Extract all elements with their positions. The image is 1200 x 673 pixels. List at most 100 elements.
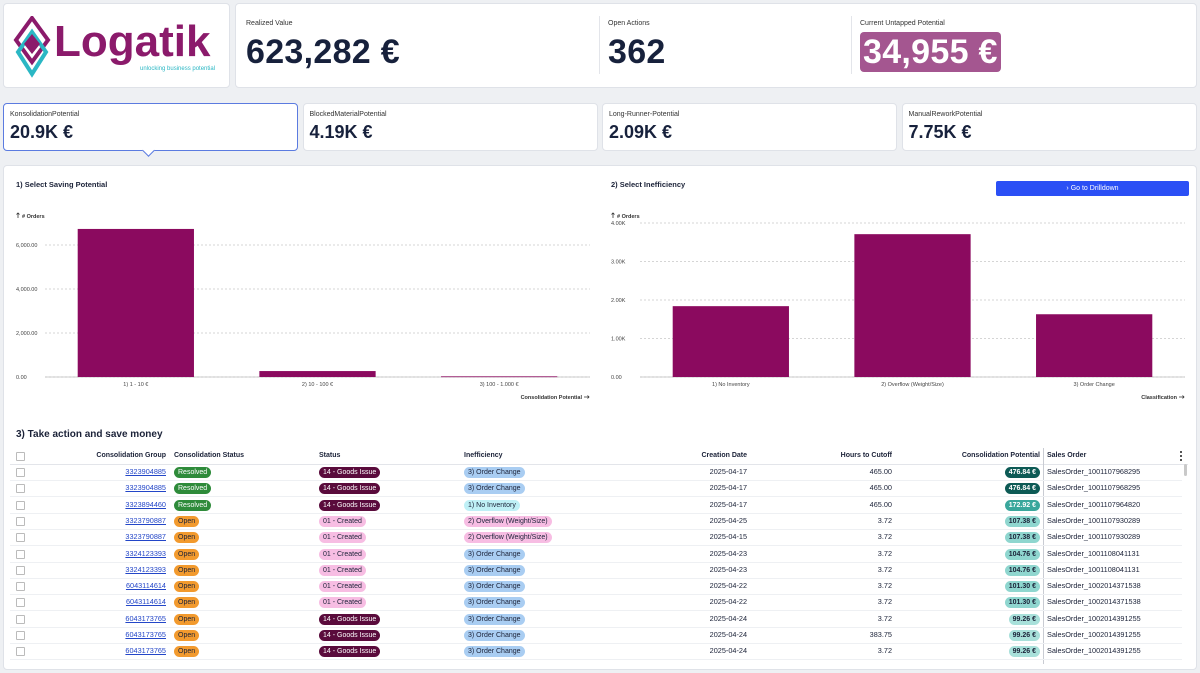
column-header[interactable]: Hours to Cutoff (840, 452, 892, 459)
tile-label: ManualReworkPotential (908, 111, 983, 118)
status-badge: 01 - Created (319, 548, 366, 560)
checkbox[interactable] (16, 631, 25, 640)
potential-badge: 104.76 € (1004, 548, 1040, 560)
table-cell: 6043173765 (125, 643, 166, 659)
y-axis-label: # Orders (617, 214, 640, 220)
group-link[interactable]: 3324123393 (125, 548, 166, 558)
cell-text: 2025-04-24 (709, 613, 747, 623)
group-link[interactable]: 3323790887 (125, 532, 166, 542)
potential-tile[interactable]: BlockedMaterialPotential 4.19K € (302, 103, 598, 151)
potential-badge: 476.84 € (1004, 467, 1040, 478)
column-header[interactable]: Consolidation Status (174, 452, 244, 459)
column-header[interactable]: Status (319, 452, 341, 459)
checkbox[interactable] (16, 614, 25, 624)
potential-tile[interactable]: ManualReworkPotential 7.75K € (901, 103, 1197, 151)
group-link[interactable]: 6043173765 (125, 646, 166, 656)
y-tick-label: 0.00 (611, 375, 622, 381)
table-cell: 3.72 (878, 513, 892, 529)
x-tick-label: 2) 10 - 100 € (302, 382, 333, 388)
bar[interactable] (441, 376, 558, 378)
cell-text: 2025-04-23 (709, 564, 747, 574)
cell-text: SalesOrder_1001107968295 (1047, 483, 1141, 493)
table-cell: SalesOrder_1001108041131 (1047, 546, 1140, 562)
column-header[interactable]: Consolidation Group (96, 452, 166, 459)
table-cell: Open (174, 546, 200, 562)
cell-text: SalesOrder_1001107930289 (1047, 532, 1141, 542)
status-badge: 14 - Goods Issue (319, 630, 381, 641)
table-cell: 107.38 € (1004, 513, 1040, 529)
logo-name: Logatik (54, 17, 211, 66)
table-cell: 2025-04-23 (710, 562, 747, 578)
potential-tile[interactable]: KonsolidationPotential 20.9K € (3, 103, 298, 157)
chart: 2) Select Inefficiency # Orders 0.00 1.00K 2… (611, 180, 1185, 401)
divider (851, 16, 852, 74)
tile-value: 4.19K € (309, 122, 373, 142)
bar[interactable] (854, 234, 971, 377)
checkbox[interactable] (16, 565, 25, 575)
checkbox[interactable] (16, 533, 25, 543)
cell-text: 2025-04-25 (709, 515, 747, 525)
checkbox[interactable] (16, 500, 25, 510)
table-cell: 3323790887 (125, 513, 166, 529)
group-link[interactable]: 6043114614 (125, 597, 166, 607)
row-separator (10, 610, 1182, 612)
column-menu[interactable] (1180, 451, 1184, 461)
status-badge: 1) No Inventory (464, 499, 520, 511)
column-header[interactable]: Consolidation Potential (961, 452, 1040, 459)
checkbox[interactable] (16, 452, 25, 461)
table-cell: Open (174, 578, 200, 594)
row-separator (10, 594, 1182, 596)
kpi-label: Current Untapped Potential (860, 20, 945, 27)
table-cell: 3) Order Change (464, 643, 525, 659)
checkbox[interactable] (16, 484, 25, 494)
table-cell: Resolved (174, 464, 212, 480)
group-link[interactable]: 6043114614 (125, 581, 166, 591)
bar[interactable] (672, 306, 789, 377)
drilldown-button[interactable]: › Go to Drilldown (996, 181, 1189, 196)
row-separator (10, 626, 1182, 628)
cell-text: SalesOrder_1002014391255 (1047, 613, 1141, 623)
group-link[interactable]: 3323790887 (125, 515, 166, 525)
cell-text: SalesOrder_1001107930289 (1047, 515, 1141, 525)
column-header[interactable]: Creation Date (701, 452, 747, 459)
cell-text: 2025-04-24 (709, 630, 747, 639)
column-header[interactable]: Sales Order (1047, 452, 1087, 459)
selected-pointer (142, 144, 155, 157)
table-cell: 3.72 (878, 562, 892, 578)
tile-value: 7.75K € (908, 122, 972, 142)
bar[interactable] (259, 371, 376, 377)
column-header[interactable]: Inefficiency (464, 452, 503, 459)
table-cell: 3) Order Change (464, 594, 525, 610)
checkbox[interactable] (16, 516, 25, 526)
table-cell: Open (174, 643, 200, 659)
checkbox[interactable] (16, 549, 25, 559)
y-axis-arrow (16, 212, 20, 218)
cell-text: 3.72 (877, 613, 892, 623)
checkbox[interactable] (16, 647, 25, 657)
table-cell: SalesOrder_1002014371538 (1047, 594, 1141, 610)
table-cell: 3.72 (878, 529, 892, 545)
bar[interactable] (77, 228, 194, 377)
checkbox[interactable] (16, 582, 25, 592)
y-tick-label: 0.00 (16, 375, 27, 381)
table-cell: Open (174, 529, 200, 545)
logo-card: Logatik unlocking business potential (3, 3, 230, 88)
y-tick-label: 2.00K (611, 298, 626, 304)
table-cell: 6043173765 (125, 611, 166, 627)
bar[interactable] (1036, 314, 1153, 377)
status-badge: 01 - Created (319, 515, 366, 527)
status-badge: Open (174, 597, 200, 609)
group-link[interactable]: 3323904885 (125, 467, 166, 476)
checkbox[interactable] (16, 598, 25, 608)
group-link[interactable]: 3323904885 (125, 483, 166, 493)
potential-tile[interactable]: Long-Runner-Potential 2.09K € (602, 103, 897, 151)
kpi-value: 34,955 € (860, 32, 1001, 72)
row-separator (10, 659, 1182, 661)
checkbox[interactable] (16, 468, 25, 477)
group-link[interactable]: 6043173765 (125, 613, 166, 623)
group-link[interactable]: 3323894460 (125, 499, 166, 509)
group-link[interactable]: 3324123393 (125, 564, 166, 574)
table-cell: 3) Order Change (464, 480, 525, 496)
group-link[interactable]: 6043173765 (125, 630, 166, 639)
